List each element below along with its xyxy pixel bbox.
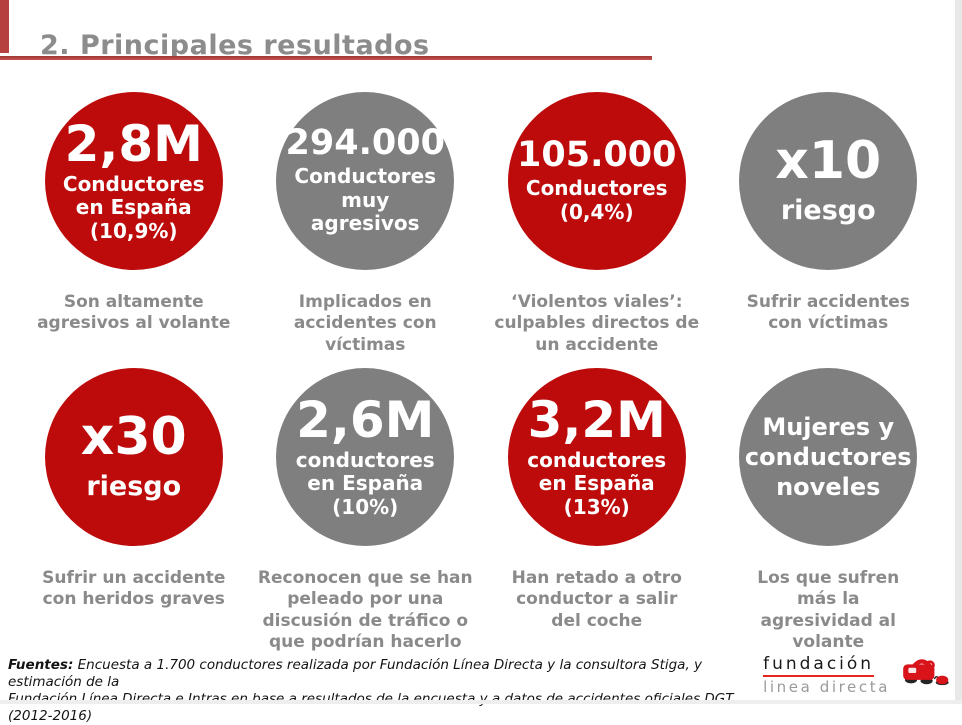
stat-card-fought-traffic: 2,6M conductores en España (10%) Reconoc… <box>254 368 478 653</box>
stat-caption: Sufrir un accidente con heridos graves <box>42 568 226 610</box>
stat-label: conductores en España (13%) <box>527 447 667 519</box>
stat-caption: Sufrir accidentes con víctimas <box>746 292 910 334</box>
stat-caption: Reconocen que se han peleado por una dis… <box>257 568 473 652</box>
title-underline-rule <box>0 56 652 60</box>
stat-caption: ‘Violentos viales’: culpables directos d… <box>494 292 700 355</box>
sources-text: Encuesta a 1.700 conductores realizada p… <box>8 657 734 724</box>
stat-label: Conductores en España (10,9%) <box>62 171 205 243</box>
stat-value: 294.000 <box>285 123 445 164</box>
stat-caption: Han retado a otro conductor a salir del … <box>511 568 682 631</box>
stat-value: 2,8M <box>64 114 203 173</box>
stat-caption: Son altamente agresivos al volante <box>37 292 231 334</box>
stat-card-risk-x10: x10 riesgo Sufrir accidentes con víctima… <box>717 92 941 364</box>
stat-card-women-novice: Mujeres y conductores noveles Los que su… <box>717 368 941 653</box>
stat-caption: Los que sufren más la agresividad al vol… <box>757 568 900 652</box>
stat-circle: 2,6M conductores en España (10%) <box>276 368 455 546</box>
fundacion-linea-directa-logo: fundación linea directa <box>763 654 950 696</box>
stat-circle: Mujeres y conductores noveles <box>739 368 918 546</box>
stat-card-very-aggressive: 294.000 Conductores muy agresivos Implic… <box>254 92 478 364</box>
stat-circle: 3,2M conductores en España (13%) <box>507 368 686 546</box>
stat-value: 2,6M <box>296 390 435 449</box>
logo-fundacion-text: fundación <box>763 654 875 677</box>
stat-card-risk-x30: x30 riesgo Sufrir un accidente con herid… <box>22 368 246 653</box>
slide-bottom-edge <box>0 700 962 704</box>
stat-value: 105.000 <box>517 134 677 175</box>
stat-label: Conductores muy agresivos <box>294 164 437 236</box>
stat-card-challenged-driver: 3,2M conductores en España (13%) Han ret… <box>485 368 709 653</box>
stat-circle: x30 riesgo <box>44 368 223 546</box>
page-title: 2. Principales resultados <box>40 30 430 62</box>
stat-circle: 105.000 Conductores (0,4%) <box>507 92 686 270</box>
stats-grid: 2,8M Conductores en España (10,9%) Son a… <box>22 92 940 653</box>
stat-value: 3,2M <box>527 390 666 449</box>
logo-linea-directa-text: linea directa <box>763 678 890 696</box>
stat-value: x30 <box>80 407 187 468</box>
stat-card-violent-road-users: 105.000 Conductores (0,4%) ‘Violentos vi… <box>485 92 709 364</box>
stat-circle: x10 riesgo <box>739 92 918 270</box>
stat-label: Mujeres y conductores noveles <box>744 413 912 501</box>
logo-wordmark: fundación linea directa <box>763 654 890 696</box>
stat-label: Conductores (0,4%) <box>525 175 668 224</box>
slide-right-edge <box>955 0 962 704</box>
left-accent-bar <box>0 0 9 53</box>
stat-label: conductores en España (10%) <box>295 447 435 519</box>
stat-circle: 2,8M Conductores en España (10,9%) <box>44 92 223 270</box>
stat-label: riesgo <box>780 195 876 227</box>
stat-value: x10 <box>775 131 882 192</box>
stat-card-aggressive-drivers: 2,8M Conductores en España (10,9%) Son a… <box>22 92 246 364</box>
sources-footnote: Fuentes: Encuesta a 1.700 conductores re… <box>8 657 768 725</box>
stat-circle: 294.000 Conductores muy agresivos <box>276 92 455 270</box>
sources-label: Fuentes: <box>8 657 74 673</box>
stat-caption: Implicados en accidentes con víctimas <box>293 292 437 355</box>
red-car-phone-icon <box>898 654 950 696</box>
stat-label: riesgo <box>86 471 182 503</box>
